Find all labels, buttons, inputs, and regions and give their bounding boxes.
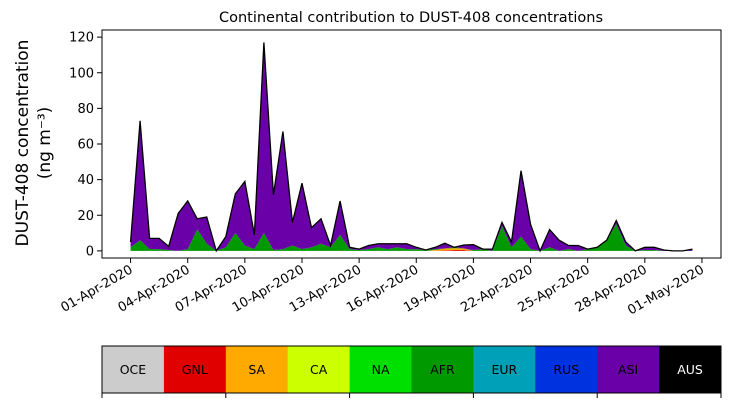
legend-swatch-afr [411, 346, 474, 393]
x-axis: 01-Apr-202004-Apr-202007-Apr-202010-Apr-… [58, 258, 707, 318]
y-tick-label: 20 [77, 209, 94, 224]
legend-label-sa: SA [248, 362, 265, 377]
legend-swatch-na [349, 346, 412, 393]
legend-swatch-rus [535, 346, 598, 393]
legend-label-oce: OCE [120, 362, 147, 377]
y-tick-label: 60 [77, 138, 94, 153]
area-aus [130, 42, 693, 251]
y-tick-label: 40 [77, 173, 94, 188]
legend-label-ca: CA [310, 362, 328, 377]
legend-swatch-aus [659, 346, 722, 393]
legend-swatch-asi [597, 346, 660, 393]
legend-swatch-eur [473, 346, 536, 393]
legend-swatch-sa [225, 346, 289, 393]
legend-label-afr: AFR [430, 362, 455, 377]
legend-label-gnl: GNL [182, 362, 208, 377]
plot-series [129, 42, 693, 253]
legend-label-asi: ASI [618, 362, 638, 377]
legend-swatch-oce [102, 346, 165, 393]
y-axis: 0 20 40 60 80 100 120 [69, 31, 102, 259]
y-axis-label: DUST-408 concentration (ng m⁻³) [13, 40, 55, 247]
y-tick-label: 80 [77, 102, 94, 117]
chart-title: Continental contribution to DUST-408 con… [219, 10, 603, 26]
y-axis-label-line2: (ng m⁻³) [35, 107, 55, 180]
y-tick-label: 0 [86, 244, 94, 259]
legend: OCE GNL SA CA NA AFR EUR RUS ASI AUS [101, 345, 722, 398]
y-tick-label: 120 [69, 31, 94, 46]
legend-label-na: NA [372, 362, 390, 377]
total-line [129, 42, 693, 253]
area-asi [130, 42, 693, 251]
legend-label-rus: RUS [553, 362, 579, 377]
y-axis-label-line1: DUST-408 concentration [13, 40, 33, 247]
legend-swatch-gnl [163, 346, 227, 393]
legend-frame [101, 345, 722, 394]
y-tick-label: 100 [69, 66, 94, 81]
legend-label-aus: AUS [677, 362, 703, 377]
legend-swatch-ca [287, 346, 351, 393]
legend-label-eur: EUR [491, 362, 517, 377]
